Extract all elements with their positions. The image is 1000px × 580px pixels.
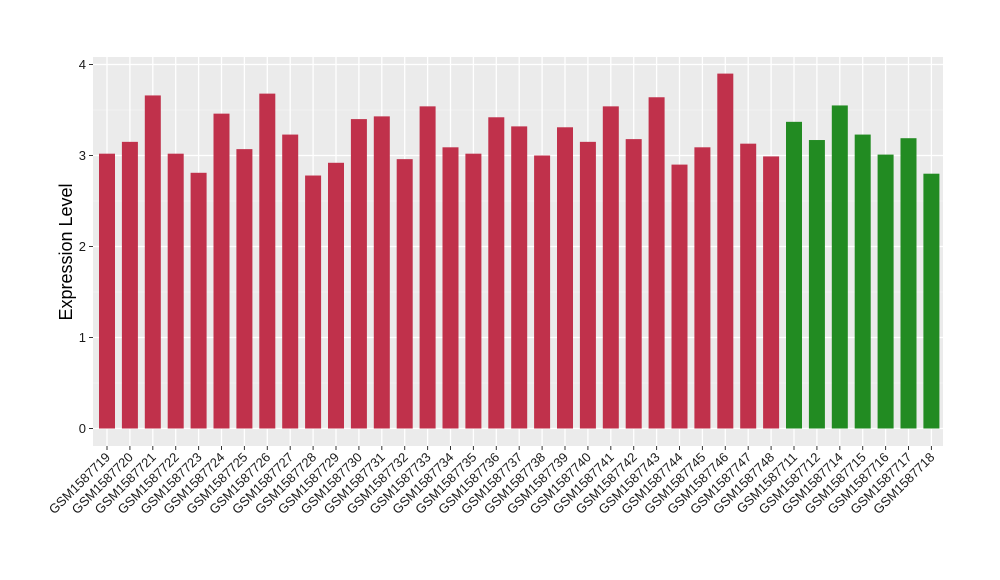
y-tick-label: 1 bbox=[79, 330, 86, 345]
bar bbox=[99, 153, 115, 429]
bar bbox=[717, 73, 734, 429]
bar bbox=[877, 154, 894, 429]
bar bbox=[282, 134, 299, 429]
bar bbox=[259, 93, 276, 429]
x-axis: GSM1587719GSM1587720GSM1587721GSM1587722… bbox=[46, 446, 938, 517]
bars-group bbox=[99, 73, 940, 429]
bar bbox=[740, 143, 757, 429]
bar bbox=[144, 95, 161, 429]
y-tick-label: 4 bbox=[79, 57, 86, 72]
bar bbox=[648, 97, 665, 429]
bar bbox=[190, 172, 207, 429]
bar bbox=[534, 155, 551, 429]
bar bbox=[488, 117, 505, 429]
y-tick-label: 3 bbox=[79, 148, 86, 163]
bar bbox=[786, 121, 802, 429]
y-axis-title: Expression Level bbox=[56, 183, 76, 320]
bar bbox=[625, 139, 642, 429]
bar bbox=[602, 106, 619, 429]
bar bbox=[396, 159, 413, 429]
bar bbox=[511, 126, 528, 429]
bar bbox=[854, 134, 871, 429]
bar bbox=[121, 141, 138, 429]
bar bbox=[305, 175, 322, 429]
bar bbox=[557, 127, 573, 429]
bar bbox=[831, 105, 848, 429]
bar bbox=[328, 162, 344, 429]
bar bbox=[465, 153, 482, 429]
bar bbox=[923, 173, 940, 429]
bar bbox=[671, 164, 688, 429]
bar bbox=[808, 140, 825, 429]
bar bbox=[579, 141, 596, 429]
y-tick-label: 0 bbox=[79, 421, 86, 436]
bar bbox=[236, 149, 253, 429]
bar bbox=[167, 153, 184, 429]
bar bbox=[694, 147, 711, 429]
bar bbox=[373, 116, 390, 429]
y-axis: 0 1 2 3 4 bbox=[79, 57, 93, 436]
y-tick-label: 2 bbox=[79, 239, 86, 254]
bar bbox=[900, 138, 917, 429]
bar bbox=[419, 106, 436, 429]
bar bbox=[442, 147, 459, 429]
bar bbox=[213, 113, 230, 429]
bar bbox=[763, 156, 780, 429]
bar bbox=[350, 119, 367, 429]
